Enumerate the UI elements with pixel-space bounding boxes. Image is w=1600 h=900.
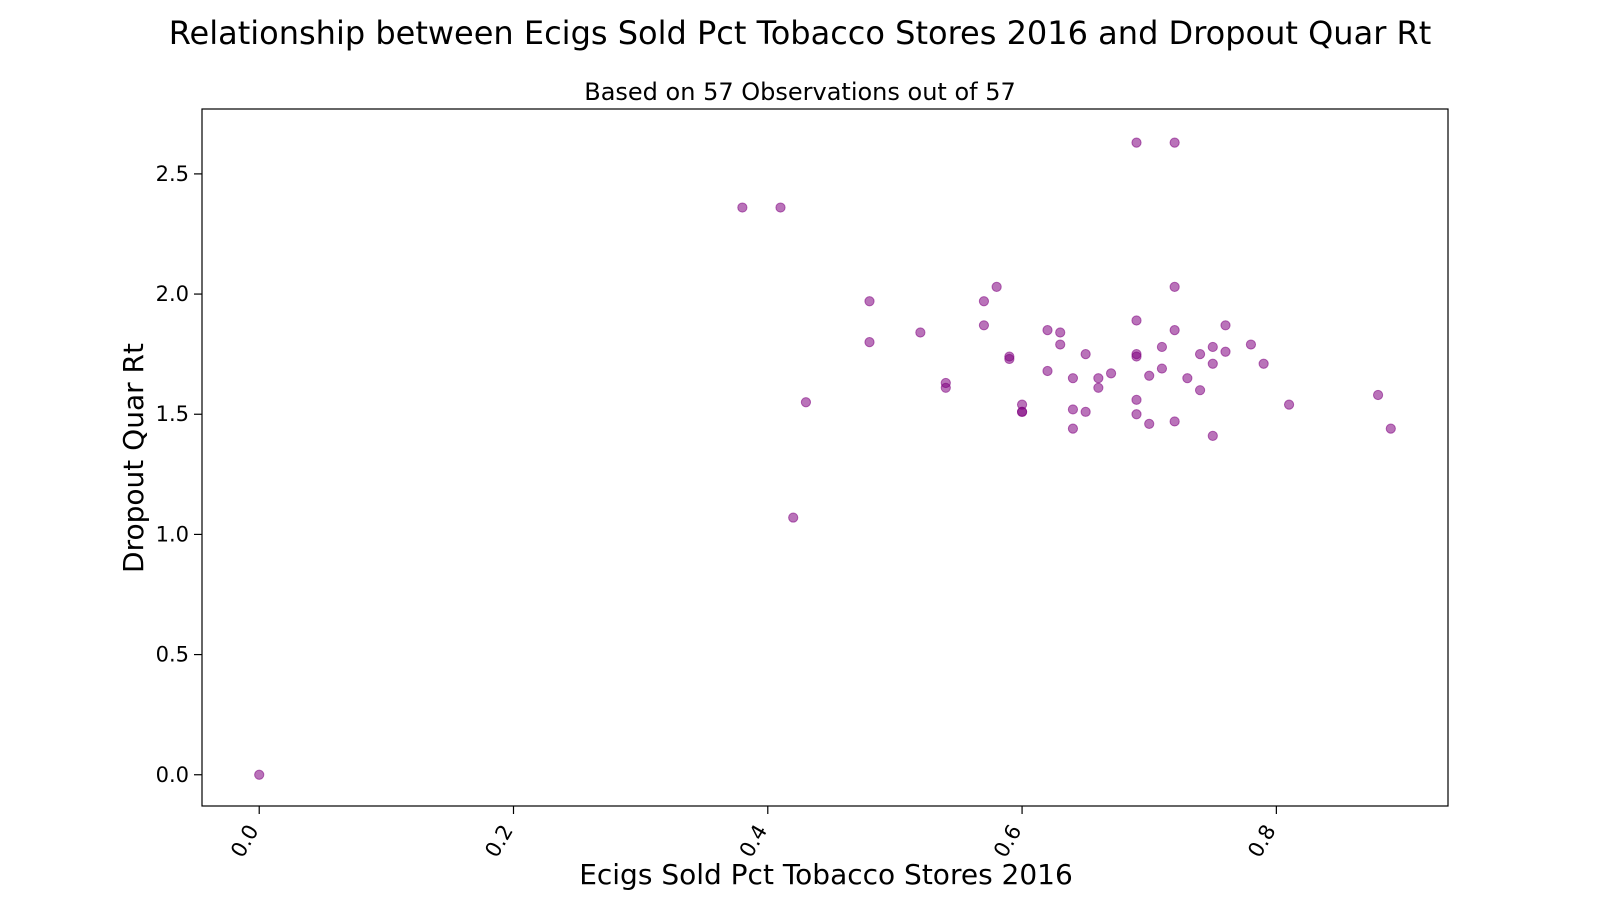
data-point-41 — [1169, 281, 1180, 292]
data-point-20 — [1055, 327, 1066, 338]
data-point-18 — [1042, 325, 1053, 336]
chart-title: Relationship between Ecigs Sold Pct Toba… — [169, 14, 1432, 52]
data-point-33 — [1131, 351, 1142, 362]
chart-subtitle: Based on 57 Observations out of 57 — [584, 78, 1016, 106]
y-tick-label-0: 0.0 — [156, 763, 189, 787]
data-point-25 — [1080, 349, 1091, 360]
data-point-51 — [1220, 346, 1231, 357]
data-point-55 — [1372, 389, 1384, 401]
y-axis-ticks: 0.0 0.5 1.0 1.5 2.0 2.5 — [156, 162, 202, 787]
data-point-27 — [1093, 373, 1104, 384]
data-point-7 — [915, 327, 926, 338]
data-point-12 — [991, 281, 1002, 292]
x-axis-label: Ecigs Sold Pct Tobacco Stores 2016 — [579, 858, 1073, 891]
y-tick-label-1: 0.5 — [156, 643, 189, 667]
data-point-22 — [1067, 373, 1079, 384]
x-axis-ticks: 0.0 0.2 0.4 0.6 0.8 — [226, 806, 1281, 861]
data-point-0 — [254, 769, 265, 780]
data-point-14 — [1004, 353, 1015, 365]
data-point-47 — [1207, 341, 1218, 353]
data-point-37 — [1144, 418, 1155, 429]
data-point-45 — [1194, 349, 1206, 360]
data-point-42 — [1169, 325, 1180, 336]
x-tick-label-2: 0.4 — [735, 821, 772, 862]
data-points — [254, 137, 1396, 780]
data-point-30 — [1131, 137, 1142, 148]
data-point-10 — [978, 296, 990, 307]
data-point-2 — [775, 202, 786, 213]
data-point-36 — [1144, 370, 1155, 381]
data-point-56 — [1385, 423, 1396, 434]
data-point-48 — [1207, 358, 1218, 369]
data-point-44 — [1182, 373, 1193, 384]
y-axis-label: Dropout Quar Rt — [117, 343, 150, 573]
data-point-1 — [737, 202, 748, 213]
data-point-11 — [978, 320, 990, 331]
data-point-26 — [1080, 406, 1091, 417]
y-tick-label-5: 2.5 — [156, 162, 189, 186]
data-point-54 — [1283, 399, 1295, 410]
data-point-43 — [1169, 416, 1180, 427]
data-point-5 — [864, 296, 875, 307]
data-point-40 — [1169, 137, 1180, 148]
plot-frame — [201, 108, 1449, 807]
data-point-29 — [1105, 368, 1117, 379]
data-point-50 — [1220, 320, 1231, 331]
data-point-34 — [1131, 394, 1142, 405]
y-tick-label-2: 1.0 — [156, 522, 189, 546]
plot-area: 0.0 0.2 0.4 0.6 0.8 0.0 0.5 1.0 1.5 2.0 2.5 — [156, 108, 1449, 861]
data-point-9 — [940, 382, 951, 393]
data-point-17 — [1016, 406, 1028, 417]
data-point-6 — [864, 337, 875, 348]
data-point-35 — [1131, 409, 1142, 420]
x-tick-label-3: 0.6 — [989, 821, 1026, 862]
data-point-3 — [788, 512, 799, 523]
x-tick-label-0: 0.0 — [226, 821, 263, 862]
data-point-19 — [1042, 365, 1053, 377]
y-tick-label-4: 2.0 — [156, 282, 189, 306]
data-point-31 — [1131, 315, 1142, 326]
x-tick-label-4: 0.8 — [1243, 821, 1280, 862]
data-point-38 — [1156, 341, 1168, 353]
data-point-46 — [1194, 385, 1206, 396]
data-point-21 — [1055, 339, 1066, 350]
data-point-23 — [1067, 404, 1079, 415]
data-point-52 — [1245, 339, 1257, 350]
data-point-53 — [1258, 358, 1269, 369]
y-tick-label-3: 1.5 — [156, 402, 189, 426]
data-point-49 — [1207, 430, 1218, 441]
data-point-24 — [1067, 423, 1079, 434]
x-tick-label-1: 0.2 — [480, 821, 517, 862]
data-point-39 — [1156, 363, 1168, 374]
data-point-28 — [1093, 382, 1104, 393]
data-point-4 — [800, 397, 812, 408]
